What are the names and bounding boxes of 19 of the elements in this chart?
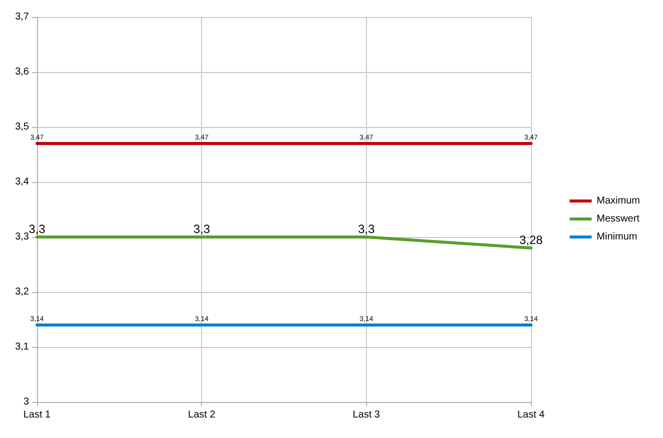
data-label: 3,3 [28,222,46,236]
legend-label: Messwert [596,214,640,224]
legend-label: Maximum [596,196,640,206]
x-tick-label: Last 4 [517,410,546,420]
y-tick-label: 3,1 [15,342,30,352]
y-tick-label: 3,3 [15,232,30,242]
data-label: 3,28 [519,233,543,247]
y-tick-label: 3,4 [15,176,30,188]
y-tick-label: 3,2 [15,286,30,298]
y-tick-label: 3,5 [15,122,30,132]
x-tick-label: Last 3 [352,410,380,420]
data-label: 3,3 [193,222,210,236]
y-tick-label: 3,6 [15,66,30,78]
data-label: 3,3 [358,222,375,236]
x-tick-label: Last 2 [188,410,216,420]
x-tick-label: Last 1 [23,410,52,420]
legend-label: Minimum [596,232,638,242]
y-tick-label: 3 [23,396,30,408]
y-tick-label: 3,7 [15,12,30,22]
